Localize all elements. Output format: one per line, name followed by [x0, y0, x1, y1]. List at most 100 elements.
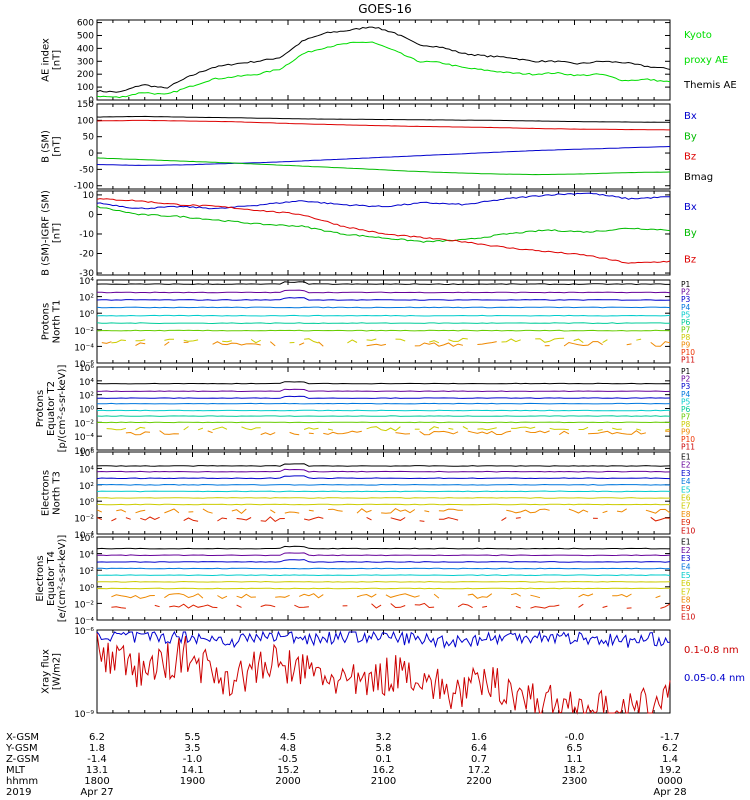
y-axis-label: North T1 [52, 300, 63, 344]
legend-p4: P4 [681, 390, 691, 399]
legend-p11: P11 [681, 356, 695, 365]
series-channel-8 [636, 428, 642, 431]
y-tick-label: 200 [77, 70, 94, 80]
series-channel-1 [96, 281, 670, 286]
y-tick-label: -30 [79, 269, 94, 279]
footer-value: 15.2 [277, 765, 299, 776]
series-channel-8 [448, 427, 454, 430]
series-channel-9 [467, 430, 512, 435]
y-axis-label: Electrons [41, 470, 52, 516]
footer-value: -0.5 [278, 754, 298, 765]
legend-by: By [684, 228, 697, 239]
panel-pnorth: Protons North T1 10⁴ 10² 10⁰ 10⁻² 10⁻⁴ 10⁻⁶ P1P2… [41, 277, 696, 370]
series-channel-8 [424, 510, 430, 513]
y-tick-label: 10⁻² [74, 327, 94, 337]
legend-e4: E4 [681, 562, 691, 571]
footer-value: -1.7 [660, 732, 680, 743]
panel-eequator: Electrons Equator T4 [e/(cm²-s-sr-keV)] 10⁶… [35, 534, 696, 627]
y-axis-label: Electrons [35, 555, 46, 601]
series-channel-8 [616, 508, 627, 513]
series-channel-8 [467, 593, 493, 599]
series-kyoto-proxy-ae [96, 41, 671, 99]
series-channel-8 [308, 509, 314, 512]
y-tick-label: 500 [77, 31, 94, 41]
series-channel-8 [270, 509, 276, 514]
series-channel-5 [97, 574, 671, 577]
footer-value: 0.7 [471, 754, 487, 765]
footer-value: 5.5 [185, 732, 201, 743]
series-channel-5 [96, 409, 671, 412]
legend-bz: Bz [684, 152, 696, 163]
series-channel-8 [111, 339, 126, 344]
y-tick-label: 400 [77, 44, 94, 54]
series-channel-9 [371, 603, 382, 609]
series-by [96, 205, 671, 243]
series-channel-8 [197, 427, 204, 431]
legend-p1: P1 [681, 367, 691, 376]
legend-0-05-0-4-nm: 0.05-0.4 nm [684, 673, 745, 684]
y-axis-label: Protons [35, 390, 46, 427]
series-channel-3 [96, 395, 671, 399]
legend-kyoto: Kyoto [684, 30, 712, 41]
plot-title: GOES-16 [358, 2, 412, 16]
legend-e6: E6 [681, 579, 691, 588]
series-channel-8 [328, 508, 343, 512]
series-channel-9 [660, 603, 671, 609]
legend-p3: P3 [681, 382, 691, 391]
footer-value: 1.8 [89, 743, 105, 754]
series-channel-8 [428, 426, 440, 431]
series-channel-8 [222, 340, 232, 343]
series-channel-3 [96, 297, 671, 301]
y-tick-label: 10² [79, 482, 94, 492]
y-tick-label: 10⁴ [79, 551, 94, 561]
legend-e3: E3 [681, 554, 691, 563]
series-channel-8 [462, 426, 469, 430]
series-channel-9 [125, 517, 131, 520]
panel-frame [96, 629, 671, 714]
series-0.1-0.8nm [96, 633, 671, 715]
series-channel-8 [241, 426, 261, 431]
panel-bsm: B (SM) [nT] -100 -50 0 50 100 150 Bx By Bz Bmag [41, 100, 714, 192]
legend-p10: P10 [681, 435, 695, 444]
y-tick-label: 300 [77, 57, 94, 67]
legend-proxy-ae: proxy AE [684, 55, 728, 66]
footer-row-label: Y-GSM [5, 743, 38, 754]
y-tick-label: 10⁰ [79, 498, 94, 508]
series-channel-8 [327, 428, 334, 431]
panel-ae: AE index [nT] 0 100 200 300 400 500 600 Kyoto prox… [41, 19, 737, 106]
series-channel-8 [602, 339, 608, 344]
series-channel-8 [356, 593, 377, 598]
y-tick-label: 10⁶ [79, 364, 94, 374]
legend-p4: P4 [681, 303, 691, 312]
series-channel-9 [135, 342, 146, 347]
footer-value: 5.8 [376, 743, 392, 754]
series-channel-9 [515, 517, 521, 519]
series-bz [96, 119, 670, 131]
series-channel-8 [612, 427, 622, 430]
legend-p8: P8 [681, 333, 691, 342]
legend-p1: P1 [681, 280, 691, 289]
series-0.05-0.4nm [96, 630, 671, 650]
y-tick-label: 0 [88, 149, 94, 159]
legend-p2: P2 [681, 288, 691, 297]
series-channel-9 [260, 604, 276, 608]
series-channel-9 [111, 518, 117, 522]
footer-value: 18.2 [563, 765, 585, 776]
y-tick-label: 10⁴ [79, 465, 94, 475]
series-by [96, 157, 671, 176]
series-channel-8 [347, 339, 358, 344]
footer-value: 3.5 [185, 743, 201, 754]
series-channel-9 [212, 341, 261, 346]
series-channel-9 [183, 517, 199, 522]
legend-bz: Bz [684, 254, 696, 265]
footer-value: -1.4 [87, 754, 107, 765]
series-channel-9 [217, 517, 228, 522]
series-channel-8 [612, 593, 632, 598]
series-channel-8 [395, 338, 406, 342]
footer-row-label: 2019 [6, 787, 31, 798]
y-axis-label: B (SM)-IGRF (SM) [41, 190, 52, 276]
series-channel-8 [183, 426, 189, 431]
y-axis-label: [nT] [52, 50, 63, 70]
series-channel-8 [655, 595, 661, 599]
series-channel-8 [284, 511, 300, 514]
